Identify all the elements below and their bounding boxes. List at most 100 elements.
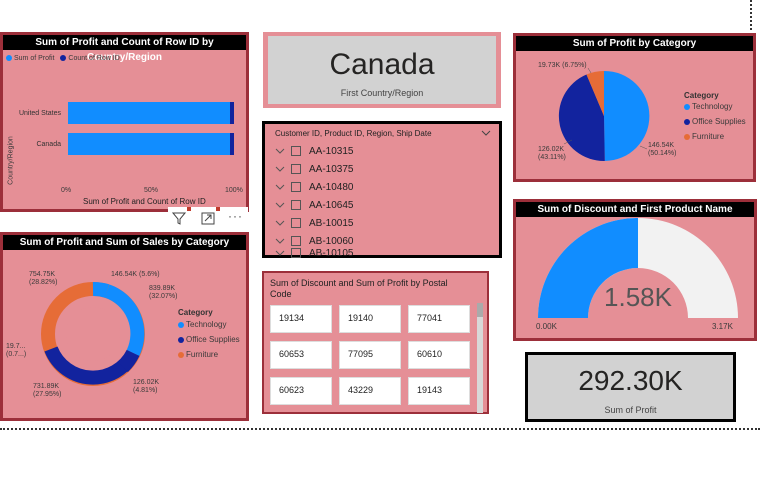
pie-slice-technology [604,70,650,161]
x-tick-100: 100% [225,187,243,194]
legend-item-office-supplies[interactable]: Office Supplies [684,117,746,126]
slicer-item[interactable]: AA-10375 [275,160,353,178]
chevron-down-icon[interactable] [275,248,285,258]
donut-chart-svg [41,282,145,386]
chart-title: Sum of Profit by Category [516,36,753,51]
first-country-card[interactable]: Canada First Country/Region [263,32,501,108]
x-axis-title: Sum of Profit and Count of Row ID [83,197,206,206]
chart-title: Sum of Profit and Sum of Sales by Catego… [3,235,246,250]
profit-by-category-visual[interactable]: Sum of Profit by Category 19.73K (6.75%)… [513,33,756,182]
x-tick-50: 50% [144,187,159,194]
profit-count-by-country-visual[interactable]: Sum of Profit and Count of Row ID by Cou… [0,32,249,212]
legend-item-technology[interactable]: Technology [178,320,226,329]
checkbox[interactable] [291,236,301,246]
slicer-item[interactable]: AA-10315 [275,142,353,160]
pie-label-office-pct: (43.11%) [538,154,566,161]
chevron-down-icon[interactable] [481,129,491,137]
donut-label: (4.81%) [133,387,158,394]
legend-marker [6,55,12,62]
postal-tile[interactable]: 43229 [339,377,401,405]
sum-profit-card[interactable]: 292.30K Sum of Profit [525,352,736,422]
donut-slice-office-small [117,349,140,373]
legend-item-office-supplies[interactable]: Office Supplies [178,335,240,344]
chevron-down-icon[interactable] [275,218,285,228]
focus-indicator [216,207,220,211]
slicer-item-label: AA-10645 [309,199,354,211]
pie-label-tech-pct: (50.14%) [648,150,677,157]
slicer-header: Customer ID, Product ID, Region, Ship Da… [275,129,432,138]
y-tick-label: United States [19,110,62,117]
pie-slice-furniture [586,70,604,116]
x-tick-0: 0% [61,187,72,194]
checkbox[interactable] [291,164,301,174]
focus-mode-icon[interactable] [201,212,215,225]
donut-label: (28.82%) [29,279,58,286]
postal-tile[interactable]: 60623 [270,377,332,405]
filter-indicator [187,207,191,211]
slicer-item-label: AA-10480 [309,181,354,193]
slicer-item-label: AB-10105 [309,248,354,258]
donut-label: (27.95%) [33,391,62,398]
profit-sales-by-category-visual[interactable]: Sum of Profit and Sum of Sales by Catego… [0,232,249,421]
slicer-item-label: AB-10060 [309,235,354,247]
discount-gauge-visual[interactable]: Sum of Discount and First Product Name 1… [513,199,757,341]
visual-header-toolbar: ··· [168,207,248,229]
legend-title: Category [178,308,213,317]
chevron-down-icon[interactable] [275,164,285,174]
checkbox[interactable] [291,146,301,156]
postal-tile[interactable]: 60610 [408,341,470,369]
pie-chart-svg [558,67,650,162]
chevron-down-icon[interactable] [275,236,285,246]
gauge-max: 3.17K [712,322,733,331]
donut-label: (0.7...) [6,351,27,358]
more-options-icon[interactable]: ··· [228,209,243,223]
postal-tile[interactable]: 19134 [270,305,332,333]
customer-slicer[interactable]: Customer ID, Product ID, Region, Ship Da… [262,121,502,258]
postal-tile[interactable]: 60653 [270,341,332,369]
legend-marker [60,55,67,62]
donut-label: 754.75K [29,271,56,278]
slicer-item[interactable]: AB-10015 [275,214,353,232]
legend-item-furniture[interactable]: Furniture [178,350,218,359]
bar-count-us [230,102,234,124]
chart-legend: Sum of Profit Count of Row ID [6,55,120,62]
gauge-min: 0.00K [536,322,557,331]
postal-tile[interactable]: 19140 [339,305,401,333]
pie-label-tech-value: 146.54K [648,142,675,149]
legend-label: Sum of Profit [14,55,55,62]
bar-profit-canada [68,133,230,155]
chevron-down-icon[interactable] [275,200,285,210]
slicer-item[interactable]: AA-10645 [275,196,353,214]
page-boundary-vertical [750,0,752,30]
checkbox[interactable] [291,218,301,228]
slicer-item[interactable]: AB-10060 [275,232,353,250]
postal-tile[interactable]: 77041 [408,305,470,333]
checkbox[interactable] [291,200,301,210]
donut-label: (32.07%) [149,293,178,300]
legend-item-furniture[interactable]: Furniture [684,132,724,141]
postal-tile[interactable]: 19143 [408,377,470,405]
postal-tile[interactable]: 77095 [339,341,401,369]
pie-label-office-value: 126.02K [538,146,565,153]
page-boundary-line [0,428,760,430]
bar-count-canada [230,133,234,155]
pie-slice-office-supplies [558,74,605,162]
chevron-down-icon[interactable] [275,182,285,192]
bar-chart-svg: United States Canada [19,102,234,155]
chart-title: Sum of Discount and First Product Name [516,202,754,217]
slicer-item[interactable]: AB-10105 [275,248,353,258]
filter-icon[interactable] [172,211,186,225]
donut-label: 146.54K (5.6%) [111,271,160,278]
y-tick-label: Canada [36,141,61,148]
chevron-down-icon[interactable] [275,146,285,156]
chart-title: Sum of Profit and Count of Row ID by Cou… [3,35,246,63]
slicer-item[interactable]: AA-10480 [275,178,353,196]
legend-item-technology[interactable]: Technology [684,102,732,111]
donut-slice-technology-outer [104,284,145,357]
donut-label: 731.89K [33,383,60,390]
scrollbar[interactable] [477,303,483,413]
checkbox[interactable] [291,182,301,192]
gauge-fill [538,218,638,318]
checkbox[interactable] [291,248,301,258]
postal-code-visual[interactable]: Sum of Discount and Sum of Profit by Pos… [262,271,489,414]
